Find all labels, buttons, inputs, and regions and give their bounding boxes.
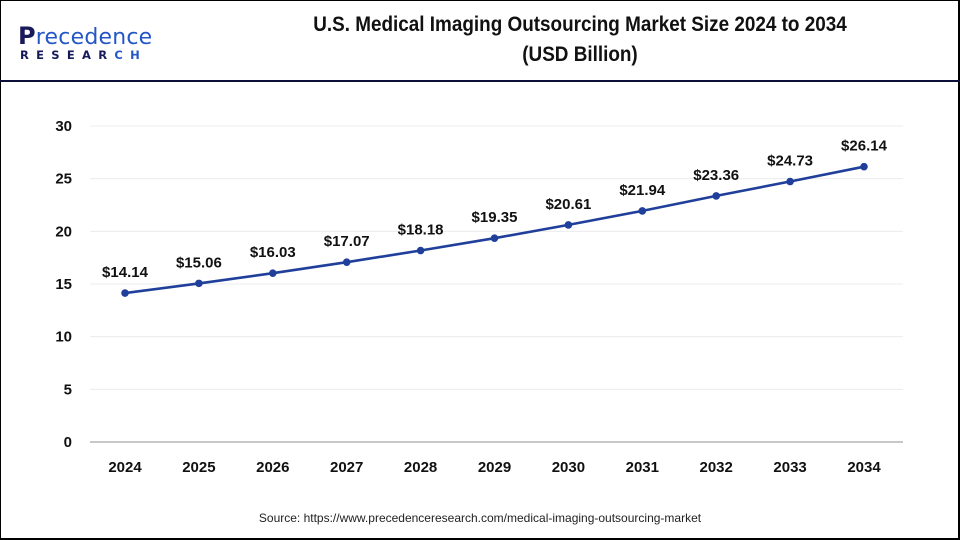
y-tick-label: 10 xyxy=(55,329,72,346)
data-label-2032: $23.36 xyxy=(693,167,739,184)
data-label-2028: $18.18 xyxy=(398,222,444,239)
x-tick-label: 2029 xyxy=(478,459,511,476)
data-point-2033 xyxy=(786,177,794,186)
x-tick-label: 2032 xyxy=(700,459,733,476)
chart-title-line2: (USD Billion) xyxy=(522,43,638,66)
data-point-2031 xyxy=(638,207,647,215)
data-point-2034 xyxy=(860,162,868,171)
x-tick-label: 2024 xyxy=(108,459,142,476)
x-tick-label: 2026 xyxy=(256,459,289,476)
y-tick-label: 25 xyxy=(55,171,72,188)
y-tick-label: 15 xyxy=(55,276,72,293)
x-tick-label: 2025 xyxy=(182,459,215,476)
precedence-research-logo: Precedence RESEARCH xyxy=(18,22,158,62)
logo-tagline: RESEARCH xyxy=(20,48,147,62)
y-tick-label: 30 xyxy=(55,118,72,135)
logo-wordmark: Precedence xyxy=(18,22,152,50)
data-label-2034: $26.14 xyxy=(841,138,888,155)
x-tick-label: 2033 xyxy=(773,459,806,476)
y-tick-label: 0 xyxy=(64,434,72,451)
logo-wordmark-rest: recedence xyxy=(35,25,153,50)
frame-bottom-edge xyxy=(0,538,960,540)
data-point-2030 xyxy=(564,221,573,229)
series-market-size xyxy=(121,162,868,297)
data-label-2031: $21.94 xyxy=(619,182,666,199)
data-label-2024: $14.14 xyxy=(102,264,149,281)
data-point-2026 xyxy=(269,269,277,277)
logo-tagline-left: RESEAR xyxy=(20,48,115,62)
data-label-2033: $24.73 xyxy=(767,153,813,170)
frame-right-edge xyxy=(958,0,960,540)
x-tick-label: 2030 xyxy=(552,459,585,476)
data-label-2025: $15.06 xyxy=(176,254,222,271)
chart-title: U.S. Medical Imaging Outsourcing Market … xyxy=(200,10,960,70)
x-tick-label: 2031 xyxy=(626,459,659,476)
logo-tagline-right: CH xyxy=(114,48,148,62)
series-line xyxy=(124,165,865,295)
data-label-2030: $20.61 xyxy=(545,196,591,213)
data-label-2029: $19.35 xyxy=(472,209,518,226)
source-note: Source: https://www.precedenceresearch.c… xyxy=(258,511,702,525)
logo-letter-p: P xyxy=(18,22,36,50)
data-label-2027: $17.07 xyxy=(324,233,370,250)
chart-title-line1: U.S. Medical Imaging Outsourcing Market … xyxy=(313,13,847,36)
x-tick-label: 2034 xyxy=(847,459,881,476)
y-tick-label: 20 xyxy=(55,223,72,240)
x-axis-ticks: 2024 2025 2026 2027 2028 2029 2030 2031 2032 2033… xyxy=(108,459,881,476)
x-tick-label: 2028 xyxy=(404,459,437,476)
data-point-2027 xyxy=(342,258,351,266)
data-labels: $14.14 $15.06 $16.03 $17.07 $18.18 $19.35 $20.… xyxy=(102,138,888,281)
data-point-2028 xyxy=(416,246,425,255)
y-tick-label: 5 xyxy=(64,381,72,398)
data-point-2024 xyxy=(121,289,129,297)
y-axis-ticks: 0 5 10 15 20 25 30 xyxy=(55,118,72,451)
x-tick-label: 2027 xyxy=(330,459,363,476)
gridlines xyxy=(90,125,903,390)
data-label-2026: $16.03 xyxy=(250,244,296,261)
header-divider xyxy=(0,80,960,82)
data-point-2029 xyxy=(490,234,499,242)
data-point-2025 xyxy=(195,279,203,288)
data-point-2032 xyxy=(712,192,720,200)
